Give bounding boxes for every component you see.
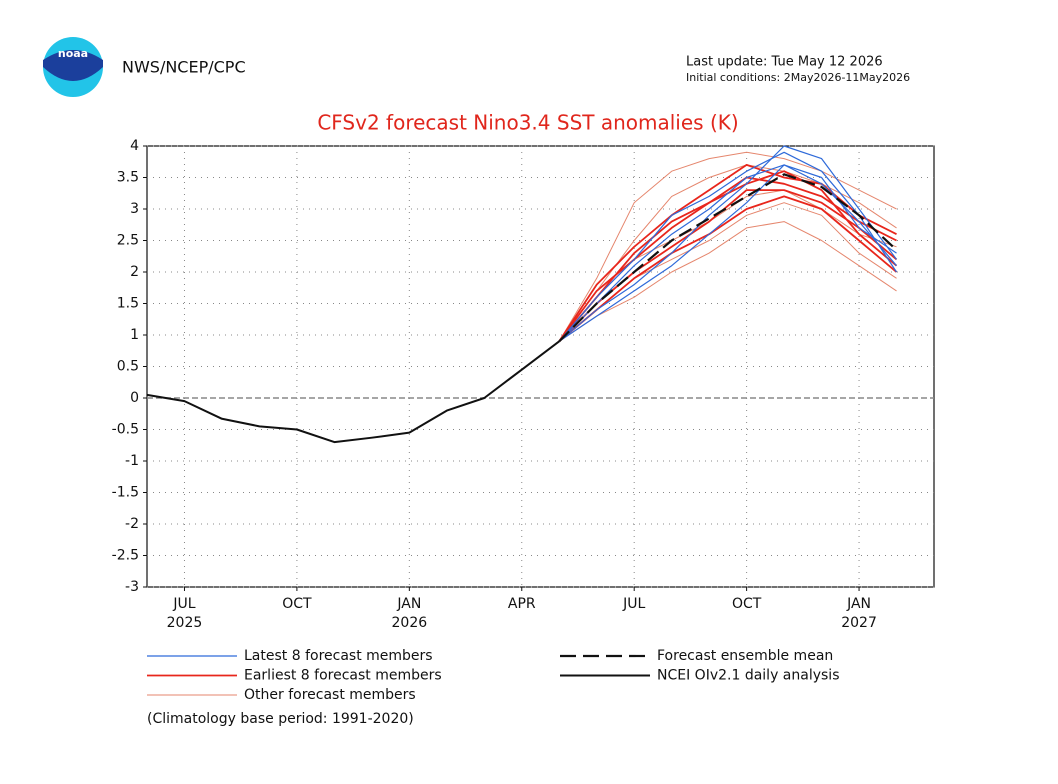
x-tick-label: JUL xyxy=(172,596,195,612)
series-line xyxy=(558,145,898,342)
x-tick-label: APR xyxy=(508,596,536,612)
series-line xyxy=(558,173,898,343)
series-line xyxy=(558,163,897,342)
series-line xyxy=(558,221,897,342)
x-tick-label: JAN xyxy=(396,596,421,612)
y-tick-label: -0.5 xyxy=(112,422,139,438)
last-update: Last update: Tue May 12 2026 xyxy=(686,55,883,70)
logo-text: noaa xyxy=(58,47,88,60)
y-tick-label: 0.5 xyxy=(117,359,139,375)
y-tick-label: 2.5 xyxy=(117,233,139,249)
series-line xyxy=(558,164,897,342)
plot-frame xyxy=(146,145,935,588)
initial-conditions: Initial conditions: 2May2026-11May2026 xyxy=(686,71,910,84)
y-tick-label: -1.5 xyxy=(112,485,139,501)
agency: NWS/NCEP/CPC xyxy=(122,58,246,77)
y-tick-label: -3 xyxy=(125,579,139,595)
logo-band xyxy=(43,50,103,81)
legend-label: Earliest 8 forecast members xyxy=(244,668,442,684)
x-tick-year: 2027 xyxy=(841,615,877,631)
series-line xyxy=(558,189,898,342)
y-tick-label: 3 xyxy=(130,201,139,217)
y-tick-label: 4 xyxy=(130,138,139,154)
legend-label: Other forecast members xyxy=(244,687,416,703)
y-tick-label: -1 xyxy=(125,453,139,469)
footnote: (Climatology base period: 1991-2020) xyxy=(147,711,414,727)
y-tick-label: 2 xyxy=(130,264,139,280)
series-line xyxy=(558,170,898,342)
x-tick-label: OCT xyxy=(282,596,312,612)
series-line xyxy=(146,340,560,444)
y-tick-label: -2 xyxy=(125,516,139,532)
series-line xyxy=(558,195,898,342)
y-tick-label: -2.5 xyxy=(112,548,139,564)
series-line xyxy=(558,151,898,342)
series-line xyxy=(558,176,897,342)
x-tick-label: OCT xyxy=(732,596,762,612)
legend-label: NCEI OIv2.1 daily analysis xyxy=(657,668,840,684)
y-tick-label: 1.5 xyxy=(117,296,139,312)
x-tick-year: 2026 xyxy=(392,615,428,631)
legend-label: Forecast ensemble mean xyxy=(657,648,833,664)
y-tick-label: 0 xyxy=(130,390,139,406)
x-tick-label: JUL xyxy=(622,596,645,612)
y-tick-label: 3.5 xyxy=(117,170,139,186)
chart-title: CFSv2 forecast Nino3.4 SST anomalies (K) xyxy=(317,111,738,135)
series-line xyxy=(558,151,897,342)
x-tick-label: JAN xyxy=(846,596,871,612)
legend-label: Latest 8 forecast members xyxy=(244,648,433,664)
y-tick-label: 1 xyxy=(130,327,139,343)
x-tick-year: 2025 xyxy=(167,615,203,631)
